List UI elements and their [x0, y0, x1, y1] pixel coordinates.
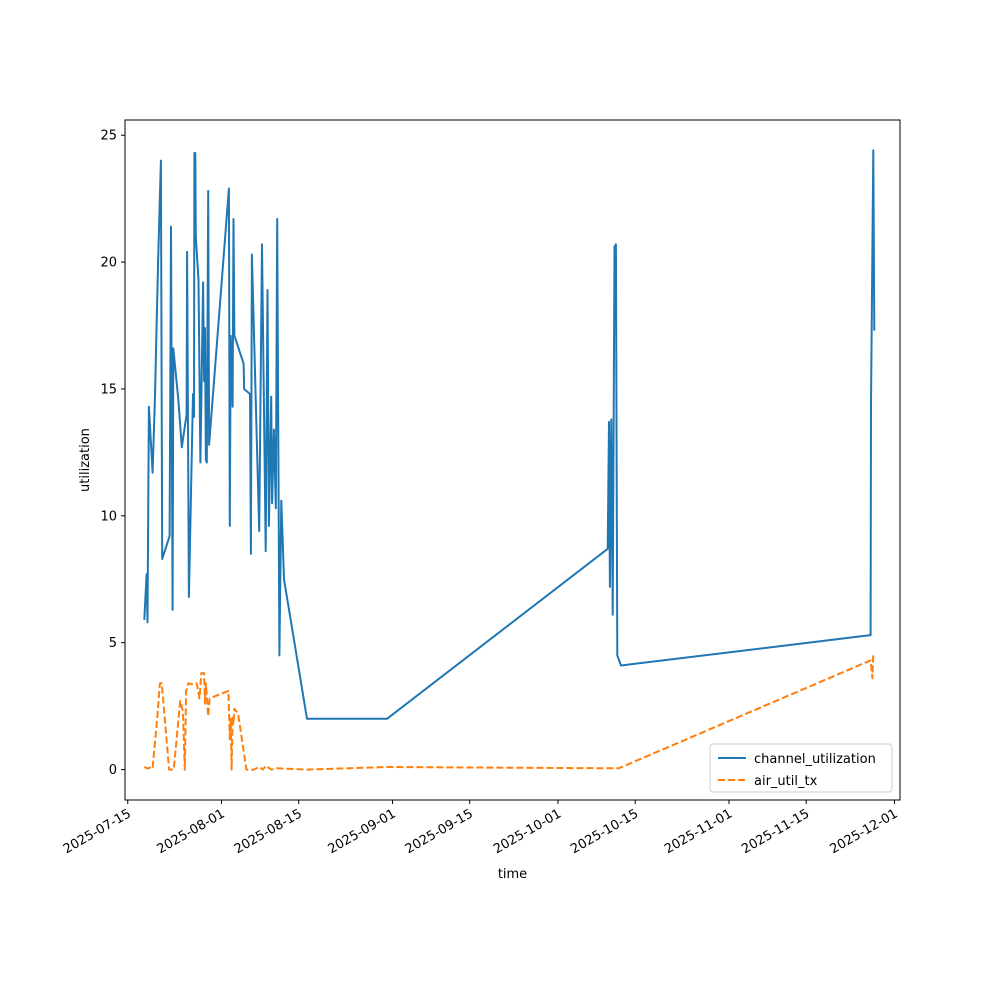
y-tick-label: 20	[100, 256, 117, 271]
series-line-air-util-tx	[143, 652, 875, 771]
plot-frame	[124, 119, 901, 801]
y-axis-label: utilization	[78, 428, 93, 492]
legend-box	[709, 743, 893, 793]
y-tick-label: 10	[100, 509, 117, 524]
y-tick-label: 0	[109, 763, 117, 778]
legend: channel_utilization air_util_tx	[709, 743, 893, 793]
series-line-channel-utilization	[143, 149, 876, 720]
legend-label: air_util_tx	[754, 774, 818, 789]
y-tick-label: 25	[100, 129, 117, 144]
x-axis-label: time	[498, 867, 527, 882]
series-layer	[143, 149, 876, 771]
y-tick-label: 15	[100, 382, 117, 397]
y-tick-label: 5	[109, 636, 117, 651]
legend-label: channel_utilization	[754, 752, 876, 767]
y-axis-ticks: 0 5 10 15 20 25	[100, 129, 125, 778]
